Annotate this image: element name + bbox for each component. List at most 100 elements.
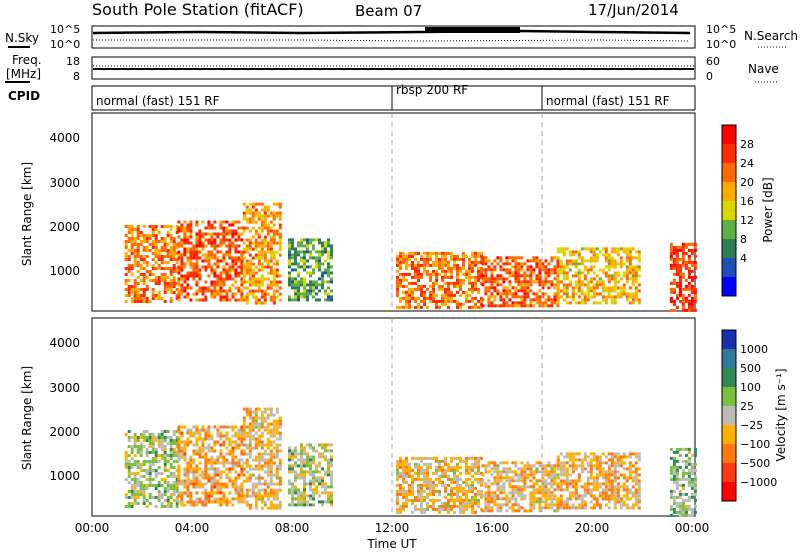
echo-cell-1-4 — [444, 462, 447, 466]
echo-cell-1-1 — [222, 485, 226, 489]
echo-cell-1-1 — [240, 443, 244, 447]
echo-cell-1-1 — [198, 449, 202, 453]
echo-cell-1-4 — [399, 489, 402, 493]
echo-cell-1-4 — [462, 501, 465, 505]
echo-cell-1-5 — [535, 491, 539, 495]
echo-cell-0-3 — [306, 259, 309, 263]
echo-cell-1-4 — [432, 489, 435, 493]
echo-cell-1-0 — [175, 469, 179, 472]
echo-cell-0-2 — [242, 286, 246, 290]
echo-cell-0-4 — [429, 275, 432, 279]
echo-cell-1-1 — [186, 482, 190, 486]
echo-cell-0-1 — [225, 268, 229, 272]
echo-cell-0-1 — [231, 256, 235, 260]
echo-cell-0-0 — [166, 243, 170, 246]
echo-cell-0-5 — [496, 280, 500, 284]
echo-cell-1-1 — [231, 485, 235, 489]
echo-cell-1-2 — [263, 410, 267, 414]
echo-cell-1-0 — [145, 472, 149, 475]
echo-cell-1-4 — [447, 510, 450, 514]
echo-cell-1-3 — [330, 482, 333, 486]
echo-cell-1-3 — [312, 470, 315, 474]
echo-cell-1-3 — [294, 491, 297, 495]
echo-cell-1-0 — [130, 496, 134, 499]
echo-cell-1-2 — [263, 500, 267, 504]
echo-cell-1-4 — [465, 492, 468, 496]
echo-cell-1-1 — [222, 494, 226, 498]
echo-cell-0-6 — [574, 250, 578, 254]
echo-cell-0-2 — [263, 217, 267, 221]
echo-cell-0-5 — [538, 265, 542, 269]
echo-cell-1-3 — [318, 479, 321, 483]
echo-cell-0-4 — [444, 290, 447, 294]
echo-cell-0-0 — [169, 225, 173, 228]
echo-cell-0-6 — [592, 295, 596, 299]
echo-cell-1-5 — [550, 485, 554, 489]
echo-cell-1-2 — [269, 440, 273, 444]
echo-cell-0-1 — [198, 241, 202, 245]
echo-cell-1-1 — [192, 473, 196, 477]
echo-cell-1-3 — [312, 455, 315, 459]
echo-cell-0-6 — [604, 253, 608, 257]
echo-cell-1-6 — [604, 494, 608, 498]
echo-cell-0-7 — [693, 290, 697, 294]
echo-cell-1-0 — [172, 472, 176, 475]
echo-cell-1-6 — [598, 503, 602, 507]
echo-cell-0-5 — [523, 304, 527, 308]
echo-cell-1-6 — [595, 473, 599, 477]
echo-cell-0-3 — [318, 262, 321, 266]
echo-cell-1-1 — [237, 461, 241, 465]
echo-cell-0-0 — [136, 234, 140, 237]
echo-cell-1-2 — [272, 488, 276, 492]
echo-cell-0-1 — [216, 292, 220, 296]
echo-cell-0-4 — [432, 260, 435, 264]
echo-cell-0-1 — [201, 247, 205, 251]
echo-cell-0-2 — [254, 271, 258, 275]
echo-cell-1-7 — [678, 510, 682, 514]
echo-cell-0-4 — [441, 296, 444, 300]
echo-cell-1-5 — [553, 482, 557, 486]
echo-cell-1-6 — [634, 452, 638, 456]
echo-cell-0-6 — [598, 250, 602, 254]
echo-cell-1-1 — [234, 446, 238, 450]
echo-cell-0-5 — [547, 268, 551, 272]
echo-cell-0-7 — [678, 287, 682, 291]
echo-cell-0-5 — [529, 277, 533, 281]
echo-cell-0-3 — [318, 253, 321, 257]
echo-cell-0-6 — [634, 295, 638, 299]
echo-cell-1-2 — [269, 455, 273, 459]
echo-cell-1-5 — [541, 485, 545, 489]
echo-cell-0-5 — [508, 256, 512, 260]
echo-cell-1-1 — [219, 497, 223, 501]
echo-cell-1-1 — [189, 440, 193, 444]
echo-cell-0-0 — [133, 261, 137, 264]
echo-cell-1-6 — [616, 491, 620, 495]
echo-cell-1-6 — [568, 455, 572, 459]
echo-cell-1-5 — [481, 479, 485, 483]
echo-cell-0-4 — [447, 260, 450, 264]
echo-cell-1-5 — [511, 491, 515, 495]
echo-cell-0-4 — [459, 293, 462, 297]
echo-cell-1-1 — [210, 488, 214, 492]
echo-cell-0-3 — [321, 262, 324, 266]
echo-cell-1-4 — [471, 483, 474, 487]
echo-cell-0-0 — [169, 234, 173, 237]
echo-cell-1-2 — [275, 446, 279, 450]
echo-cell-1-1 — [231, 425, 235, 429]
echo-cell-1-7 — [672, 501, 676, 505]
echo-cell-1-6 — [637, 497, 641, 501]
echo-cell-1-5 — [529, 491, 533, 495]
echo-cell-0-3 — [291, 280, 294, 284]
echo-cell-1-1 — [234, 443, 238, 447]
echo-cell-0-3 — [324, 244, 327, 248]
echo-cell-1-1 — [234, 485, 238, 489]
echo-cell-1-1 — [180, 449, 184, 453]
echo-cell-1-2 — [278, 443, 282, 447]
echo-cell-0-4 — [414, 296, 417, 300]
echo-cell-0-5 — [535, 259, 539, 263]
echo-cell-1-1 — [198, 446, 202, 450]
echo-cell-1-4 — [471, 495, 474, 499]
echo-cell-0-1 — [195, 274, 199, 278]
echo-cell-1-2 — [266, 461, 270, 465]
echo-cell-0-4 — [459, 281, 462, 285]
